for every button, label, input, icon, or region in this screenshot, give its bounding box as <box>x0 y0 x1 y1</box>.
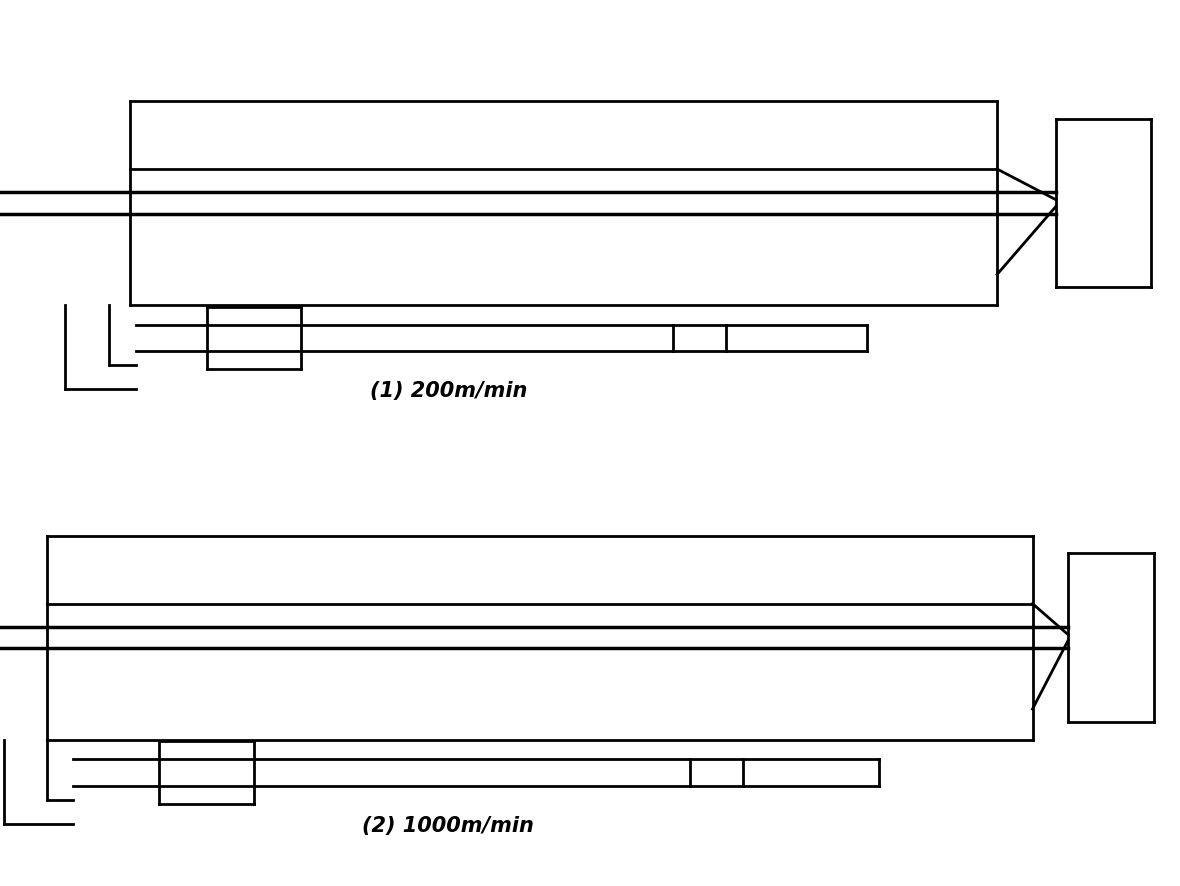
Text: (1) 200m/min: (1) 200m/min <box>369 381 527 401</box>
Text: (2) 1000m/min: (2) 1000m/min <box>362 815 535 835</box>
